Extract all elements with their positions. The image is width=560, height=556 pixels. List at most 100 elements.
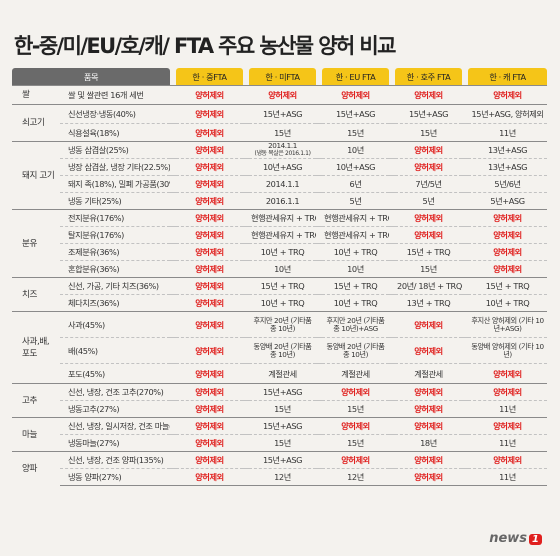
value-text: 13년+ASG xyxy=(487,162,528,172)
value-text: 5년 xyxy=(422,196,435,206)
value-cell: 계절관세 xyxy=(395,363,463,384)
value-cell: 양허제외 xyxy=(176,417,244,435)
value-text: 15년 + TRQ xyxy=(260,281,305,291)
value-text: 양허제외 xyxy=(195,162,224,172)
value-cell: 양허제외 xyxy=(176,226,244,244)
value-text: 양허제외 xyxy=(341,455,370,465)
table-row: 돼지 고기 냉동 삼겹살(25%) 양허제외 2014.1.1 (냉동 목살은 2016… xyxy=(12,141,548,210)
value-cell: 15년+ASG xyxy=(249,104,317,124)
value-cell: 12년 xyxy=(322,468,390,486)
value-text: 양허제외 xyxy=(195,90,224,100)
value-text: 후지만 20년 (기타품종 10년) xyxy=(253,315,312,333)
value-cell: 양허제외 xyxy=(176,400,244,418)
category-cell: 양파 xyxy=(12,451,60,486)
table-row: 냉장 삼겹살, 냉장 기타(22.5%) 양허제외 10년+ASG 10년+ASG 양허… xyxy=(12,158,548,176)
category-cell: 치즈 xyxy=(12,277,60,312)
category-cell: 사과,배, 포도 xyxy=(12,311,60,384)
value-text: 10년 xyxy=(274,264,291,274)
value-text: 10년 + TRQ xyxy=(260,298,305,308)
category-cell: 분유 xyxy=(12,209,60,278)
value-cell: 15년 xyxy=(249,123,317,142)
value-text: 11년 xyxy=(499,127,516,138)
value-cell: 계절관세 xyxy=(322,363,390,384)
value-text: 양허제외 xyxy=(195,404,224,414)
value-text: 10년 + TRQ xyxy=(333,298,378,308)
value-text: 양허제외 xyxy=(195,179,224,189)
value-cell: 13년+ASG xyxy=(468,158,548,176)
value-text: 12년 xyxy=(274,472,291,482)
item-cell: 신선냉장·냉동(40%) xyxy=(60,104,171,124)
value-text: 15년+ASG, 양허제외 xyxy=(471,109,544,119)
value-cell: 15년 xyxy=(395,260,463,278)
item-cell: 식용설육(18%) xyxy=(60,123,171,142)
value-cell: 양허제외 xyxy=(468,260,548,278)
table-row: 배(45%) 양허제외 동양배 20년 (기타품종 10년) 동양배 20년 (기타품… xyxy=(12,337,548,364)
value-text: 양허제외 xyxy=(414,455,443,465)
value-cell: 양허제외 xyxy=(468,383,548,401)
value-cell: 후지만 20년 (기타품종 10년)+ASG xyxy=(322,311,390,338)
value-text: 양허제외 xyxy=(195,455,224,465)
value-text: 양허제외 xyxy=(195,387,224,397)
value-cell: 현행관세유지 + TRQ xyxy=(249,209,317,227)
value-cell: 10년+ASG xyxy=(322,158,390,176)
value-text: 양허제외 xyxy=(195,213,224,223)
value-cell: 양허제외 xyxy=(176,451,244,469)
value-text: 현행관세유지 + TRQ xyxy=(251,213,317,223)
table-row: 양파 신선, 냉장, 건조 양파(135%) 양허제외 15년+ASG 양허제외 양허제외… xyxy=(12,451,548,486)
item-cell: 돼지 족(18%), 밀폐 가공품(30%) xyxy=(60,175,171,193)
value-cell: 양허제외 xyxy=(468,243,548,261)
value-cell: 양허제외 xyxy=(395,383,463,401)
value-cell: 10년 xyxy=(322,260,390,278)
item-cell: 냉동고추(27%) xyxy=(60,400,171,418)
value-text: 15년 xyxy=(274,127,291,138)
value-text: 12년 xyxy=(347,472,364,482)
value-text: 10년+ASG xyxy=(262,162,303,172)
table-row: 치즈 신선, 가공, 기타 치즈(36%) 양허제외 15년 + TRQ 15년 + T… xyxy=(12,277,548,312)
value-text: 15년+ASG xyxy=(262,387,303,397)
category-cell: 쇠고기 xyxy=(12,104,60,142)
item-cell: 혼합분유(36%) xyxy=(60,260,171,278)
value-text: 13년 + TRQ xyxy=(406,298,451,308)
value-text: 양허제외 xyxy=(414,319,443,330)
value-cell: 동양배 20년 (기타품종 10년) xyxy=(249,337,317,364)
value-text: 15년 xyxy=(347,127,364,138)
value-cell: 양허제외 xyxy=(322,383,390,401)
value-cell: 양허제외 xyxy=(395,85,463,105)
value-note: (냉동 목살은 2016.1.1) xyxy=(254,150,311,157)
value-text: 양허제외 xyxy=(195,368,224,379)
value-cell: 양허제외 xyxy=(322,417,390,435)
value-text: 양허제외 xyxy=(341,90,370,100)
value-text: 13년+ASG xyxy=(487,145,528,155)
value-text: 10년+ASG xyxy=(335,162,376,172)
value-text: 양허제외 xyxy=(493,455,522,465)
value-cell: 동양배 양허제외 (기타 10년) xyxy=(468,337,548,364)
value-text: 후지만 20년 (기타품종 10년)+ASG xyxy=(326,315,385,333)
category-cell: 쌀 xyxy=(12,85,60,105)
value-text: 11년 xyxy=(499,472,516,482)
value-text: 양허제외 xyxy=(493,247,522,257)
table-row: 냉동 기타(25%) 양허제외 2016.1.1 5년 5년 5년+ASG xyxy=(12,192,548,210)
table-row: 사과,배, 포도 사과(45%) 양허제외 후지만 20년 (기타품종 10년) 후지만… xyxy=(12,311,548,384)
item-cell: 탈지분유(176%) xyxy=(60,226,171,244)
value-text: 10년 + TRQ xyxy=(485,298,530,308)
value-cell: 양허제외 xyxy=(176,175,244,193)
value-cell: 양허제외 xyxy=(395,158,463,176)
table-row: 분유 전지분유(176%) 양허제외 현행관세유지 + TRQ 현행관세유지 + TRQ… xyxy=(12,209,548,278)
value-cell: 후지만 20년 (기타품종 10년) xyxy=(249,311,317,338)
value-cell: 2014.1.1 (냉동 목살은 2016.1.1) xyxy=(249,141,317,159)
value-text: 양허제외 xyxy=(195,472,224,482)
value-cell: 계절관세 xyxy=(249,363,317,384)
value-text: 양허제외 xyxy=(414,387,443,397)
value-text: 양허제외 xyxy=(493,230,522,240)
value-text: 양허제외 xyxy=(493,421,522,431)
value-cell: 15년 xyxy=(322,123,390,142)
value-cell: 양허제외 xyxy=(176,209,244,227)
value-cell: 15년+ASG xyxy=(249,383,317,401)
value-text: 현행관세유지 + TRQ xyxy=(324,213,390,223)
table-row: 탈지분유(176%) 양허제외 현행관세유지 + TRQ 현행관세유지 + TRQ 양허… xyxy=(12,226,548,244)
header-korea-australia: 한 · 호주 FTA xyxy=(395,68,463,86)
value-cell: 12년 xyxy=(249,468,317,486)
item-cell: 냉동 기타(25%) xyxy=(60,192,171,210)
value-text: 양허제외 xyxy=(493,90,522,100)
